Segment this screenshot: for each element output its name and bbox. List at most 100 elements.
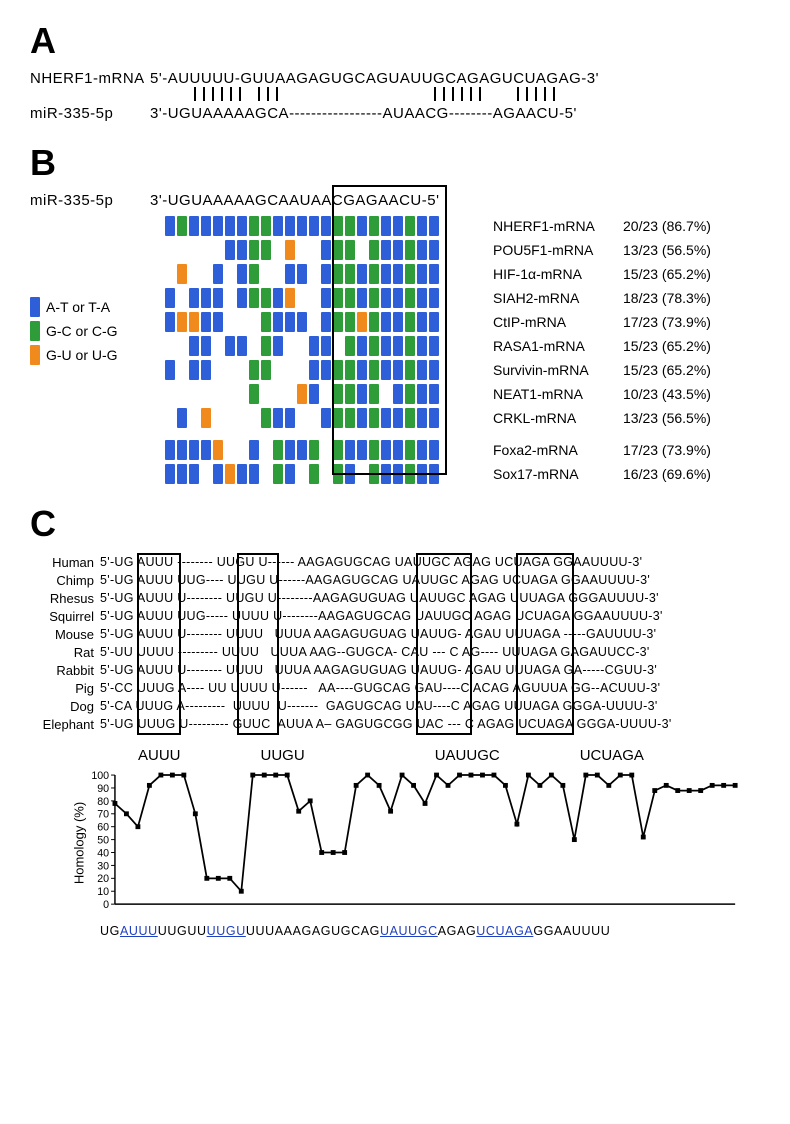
pairing-bar (203, 87, 205, 101)
pairing-cell (381, 464, 391, 484)
pairing-cell (225, 312, 235, 332)
pairing-cell (237, 240, 247, 260)
pairing-cell (261, 216, 271, 236)
pairing-bar (544, 87, 546, 101)
target-stat: 18/23 (78.3%) (623, 290, 711, 306)
pairing-cell (213, 216, 223, 236)
pairing-cell (177, 264, 187, 284)
target-row: Sox17-mRNA16/23 (69.6%) (30, 463, 760, 485)
legend-item: A-T or T-A (30, 297, 118, 317)
pairing-cell (177, 240, 187, 260)
species-label: Dog (30, 699, 100, 714)
legend-text: G-C or C-G (46, 323, 118, 339)
pairing-bar (461, 87, 463, 101)
pairing-cell (309, 312, 319, 332)
target-label: NHERF1-mRNA (493, 218, 623, 234)
pairing-cell (285, 216, 295, 236)
pairing-cell (393, 288, 403, 308)
pairing-cell (429, 288, 439, 308)
target-stat: 16/23 (69.6%) (623, 466, 711, 482)
species-label: Elephant (30, 717, 100, 732)
panel-b-mirseq-row: miR-335-5p 3'-UGUAAAAAGCAAUAACGAGAACU-5' (30, 192, 760, 209)
pairing-cell (213, 464, 223, 484)
pairing-cell (321, 464, 331, 484)
pairing-cell (261, 312, 271, 332)
pairing-cell (321, 264, 331, 284)
alignment-row: Human5'-UG AUUU -------- UUGU U------ AA… (30, 553, 760, 571)
homology-line-chart: 0102030405060708090100 (80, 768, 740, 918)
pairing-cell (309, 264, 319, 284)
pairing-cell (213, 440, 223, 460)
svg-text:10: 10 (97, 886, 109, 898)
pairing-cell (345, 216, 355, 236)
pairing-cell (213, 360, 223, 380)
alignment-row: Rhesus5'-UG AUUU U-------- UUGU U-------… (30, 589, 760, 607)
pairing-cell (345, 464, 355, 484)
pairing-cell (285, 264, 295, 284)
pairing-cell (321, 440, 331, 460)
pairing-cell (369, 240, 379, 260)
alignment-seq: 5'-UG AUUU UUG---- UUGU U------AAGAGUGCA… (100, 573, 650, 587)
target-row: Foxa2-mRNA17/23 (73.9%) (30, 439, 760, 461)
pairing-cell (405, 336, 415, 356)
pairing-cell (297, 464, 307, 484)
panel-b-legend: A-T or T-AG-C or C-GG-U or U-G (30, 297, 118, 369)
pairing-cell (165, 288, 175, 308)
alignment-seq: 5'-CC UUUG A---- UU UUUU U------ AA----G… (100, 681, 660, 695)
pairing-cells (165, 216, 475, 236)
pairing-cell (273, 384, 283, 404)
pairing-cell (201, 360, 211, 380)
target-row: SIAH2-mRNA18/23 (78.3%) (30, 287, 760, 309)
pairing-cell (333, 440, 343, 460)
pairing-cell (345, 240, 355, 260)
pairing-cell (213, 240, 223, 260)
pairing-bar (517, 87, 519, 101)
pairing-cell (357, 288, 367, 308)
motif-label: AUUU (138, 747, 181, 764)
pairing-cell (297, 360, 307, 380)
pairing-cell (249, 408, 259, 428)
pairing-bar (479, 87, 481, 101)
pairing-cells (165, 336, 475, 356)
pairing-cell (357, 336, 367, 356)
pairing-cell (429, 264, 439, 284)
pairing-cell (381, 264, 391, 284)
pairing-cell (189, 440, 199, 460)
pairing-cell (321, 288, 331, 308)
pairing-cell (393, 464, 403, 484)
pairing-cell (345, 288, 355, 308)
pairing-cell (201, 264, 211, 284)
xseq-text: UG (100, 924, 120, 938)
pairing-cell (165, 240, 175, 260)
alignment-row: Chimp5'-UG AUUU UUG---- UUGU U------AAGA… (30, 571, 760, 589)
pairing-cell (273, 216, 283, 236)
pairing-cell (333, 264, 343, 284)
pairing-cell (165, 312, 175, 332)
pairing-cell (249, 288, 259, 308)
svg-text:80: 80 (97, 796, 109, 808)
svg-text:30: 30 (97, 860, 109, 872)
target-stat: 13/23 (56.5%) (623, 410, 711, 426)
species-label: Rat (30, 645, 100, 660)
pairing-cell (237, 440, 247, 460)
pairing-cell (393, 216, 403, 236)
pairing-cell (417, 360, 427, 380)
pairing-cell (201, 384, 211, 404)
pairing-cell (165, 216, 175, 236)
pairing-cell (165, 408, 175, 428)
pairing-cell (261, 464, 271, 484)
pairing-cell (417, 336, 427, 356)
pairing-cell (285, 336, 295, 356)
pairing-cells (165, 240, 475, 260)
panel-c-label: C (30, 503, 760, 545)
pairing-cell (417, 312, 427, 332)
target-label: Foxa2-mRNA (493, 442, 623, 458)
legend-swatch (30, 345, 40, 365)
pairing-cell (261, 408, 271, 428)
panel-b: B miR-335-5p 3'-UGUAAAAAGCAAUAACGAGAACU-… (30, 142, 760, 485)
pairing-cell (369, 440, 379, 460)
pairing-cell (213, 312, 223, 332)
xseq-motif: AUUU (120, 924, 158, 938)
pairing-cell (405, 384, 415, 404)
target-label: Survivin-mRNA (493, 362, 623, 378)
